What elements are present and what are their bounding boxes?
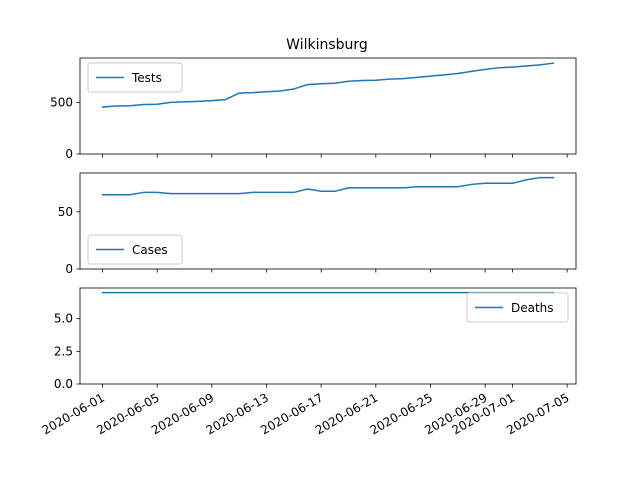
y-tick-label: 500 bbox=[50, 95, 73, 109]
legend: Tests bbox=[87, 62, 183, 93]
legend-label: Deaths bbox=[511, 301, 554, 315]
y-tick-label: 5.0 bbox=[54, 312, 73, 326]
legend-label: Tests bbox=[131, 71, 162, 85]
y-tick-label: 0.0 bbox=[54, 377, 73, 391]
legend-label: Cases bbox=[132, 243, 168, 257]
subplot-cases: 0 50 Cases bbox=[58, 172, 577, 276]
legend: Deaths bbox=[466, 292, 569, 323]
axes-frame bbox=[79, 172, 577, 270]
legend-box bbox=[87, 234, 183, 265]
y-tick-label: 50 bbox=[58, 205, 73, 219]
chart-title: Wilkinsburg bbox=[286, 37, 368, 53]
series-line-tests bbox=[101, 62, 555, 108]
y-tick-label: 2.5 bbox=[54, 344, 73, 358]
subplot-deaths: 0.0 2.5 5.0 Deaths bbox=[54, 287, 577, 391]
legend-box bbox=[466, 292, 569, 323]
legend: Cases bbox=[87, 234, 183, 265]
axes-frame bbox=[79, 287, 577, 385]
axes-frame bbox=[79, 57, 577, 155]
series-line-cases bbox=[101, 176, 555, 196]
y-tick-label: 0 bbox=[65, 147, 73, 161]
subplot-tests: 0 500 Tests bbox=[50, 57, 577, 161]
legend-box bbox=[87, 62, 183, 93]
y-tick-label: 0 bbox=[65, 262, 73, 276]
